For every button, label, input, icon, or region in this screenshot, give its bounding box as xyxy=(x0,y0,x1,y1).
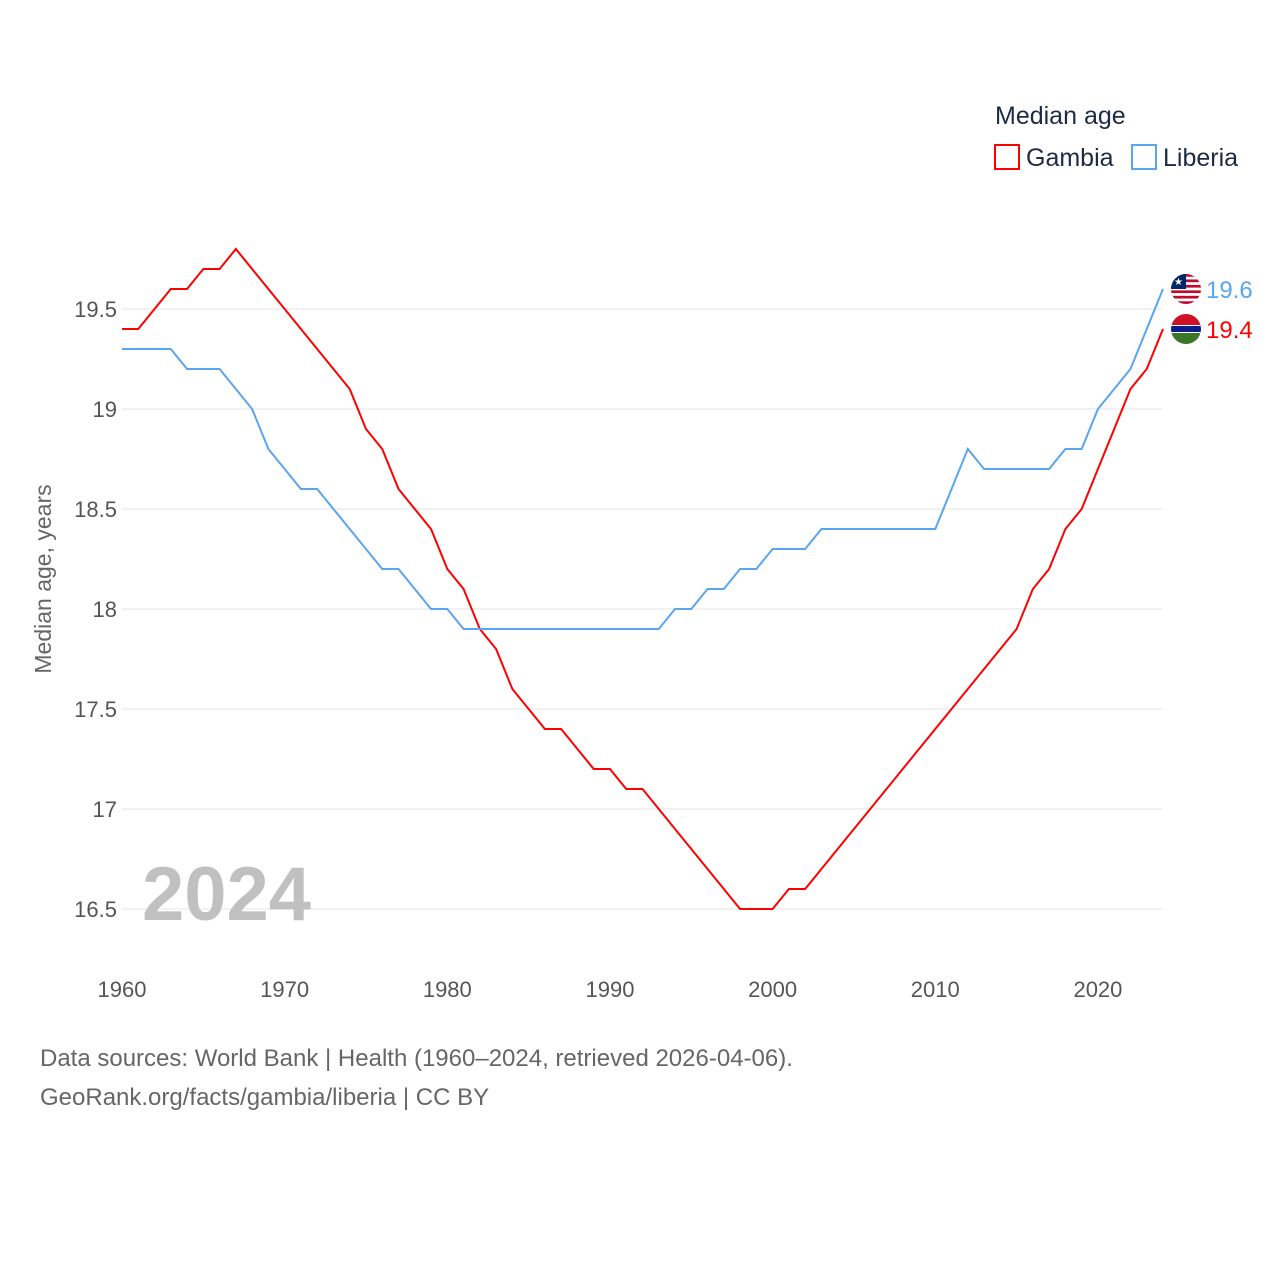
y-tick-label: 19 xyxy=(93,397,117,422)
legend-item-gambia[interactable]: Gambia xyxy=(1026,144,1114,172)
y-tick-label: 18 xyxy=(93,597,117,622)
y-tick-label: 17 xyxy=(93,797,117,822)
legend-swatch xyxy=(994,144,1020,170)
y-tick-label: 19.5 xyxy=(74,297,117,322)
legend-item-liberia[interactable]: Liberia xyxy=(1163,144,1238,172)
y-tick-label: 18.5 xyxy=(74,497,117,522)
y-tick-label: 16.5 xyxy=(74,897,117,922)
end-value-label: 19.6 xyxy=(1206,277,1253,304)
data-source-text: Data sources: World Bank | Health (1960–… xyxy=(40,1045,793,1072)
y-tick-label: 17.5 xyxy=(74,697,117,722)
series-line-gambia xyxy=(122,247,1164,910)
x-tick-label: 2000 xyxy=(748,977,797,1002)
x-tick-label: 2020 xyxy=(1073,977,1122,1002)
y-axis-label: Median age, years xyxy=(30,484,56,673)
svg-text:★: ★ xyxy=(1174,277,1183,288)
x-tick-label: 1990 xyxy=(585,977,634,1002)
x-tick-label: 1970 xyxy=(260,977,309,1002)
gambia-flag-icon xyxy=(1171,314,1201,344)
year-watermark: 2024 xyxy=(142,852,311,937)
series-line-liberia xyxy=(122,288,1164,630)
liberia-flag-icon: ★ xyxy=(1171,274,1201,304)
end-value-label: 19.4 xyxy=(1206,317,1253,344)
legend-title: Median age xyxy=(995,102,1126,130)
x-tick-label: 2010 xyxy=(911,977,960,1002)
legend-swatch xyxy=(1131,144,1157,170)
attribution-link[interactable]: GeoRank.org/facts/gambia/liberia | CC BY xyxy=(40,1084,490,1111)
x-tick-label: 1980 xyxy=(423,977,472,1002)
x-tick-label: 1960 xyxy=(98,977,147,1002)
